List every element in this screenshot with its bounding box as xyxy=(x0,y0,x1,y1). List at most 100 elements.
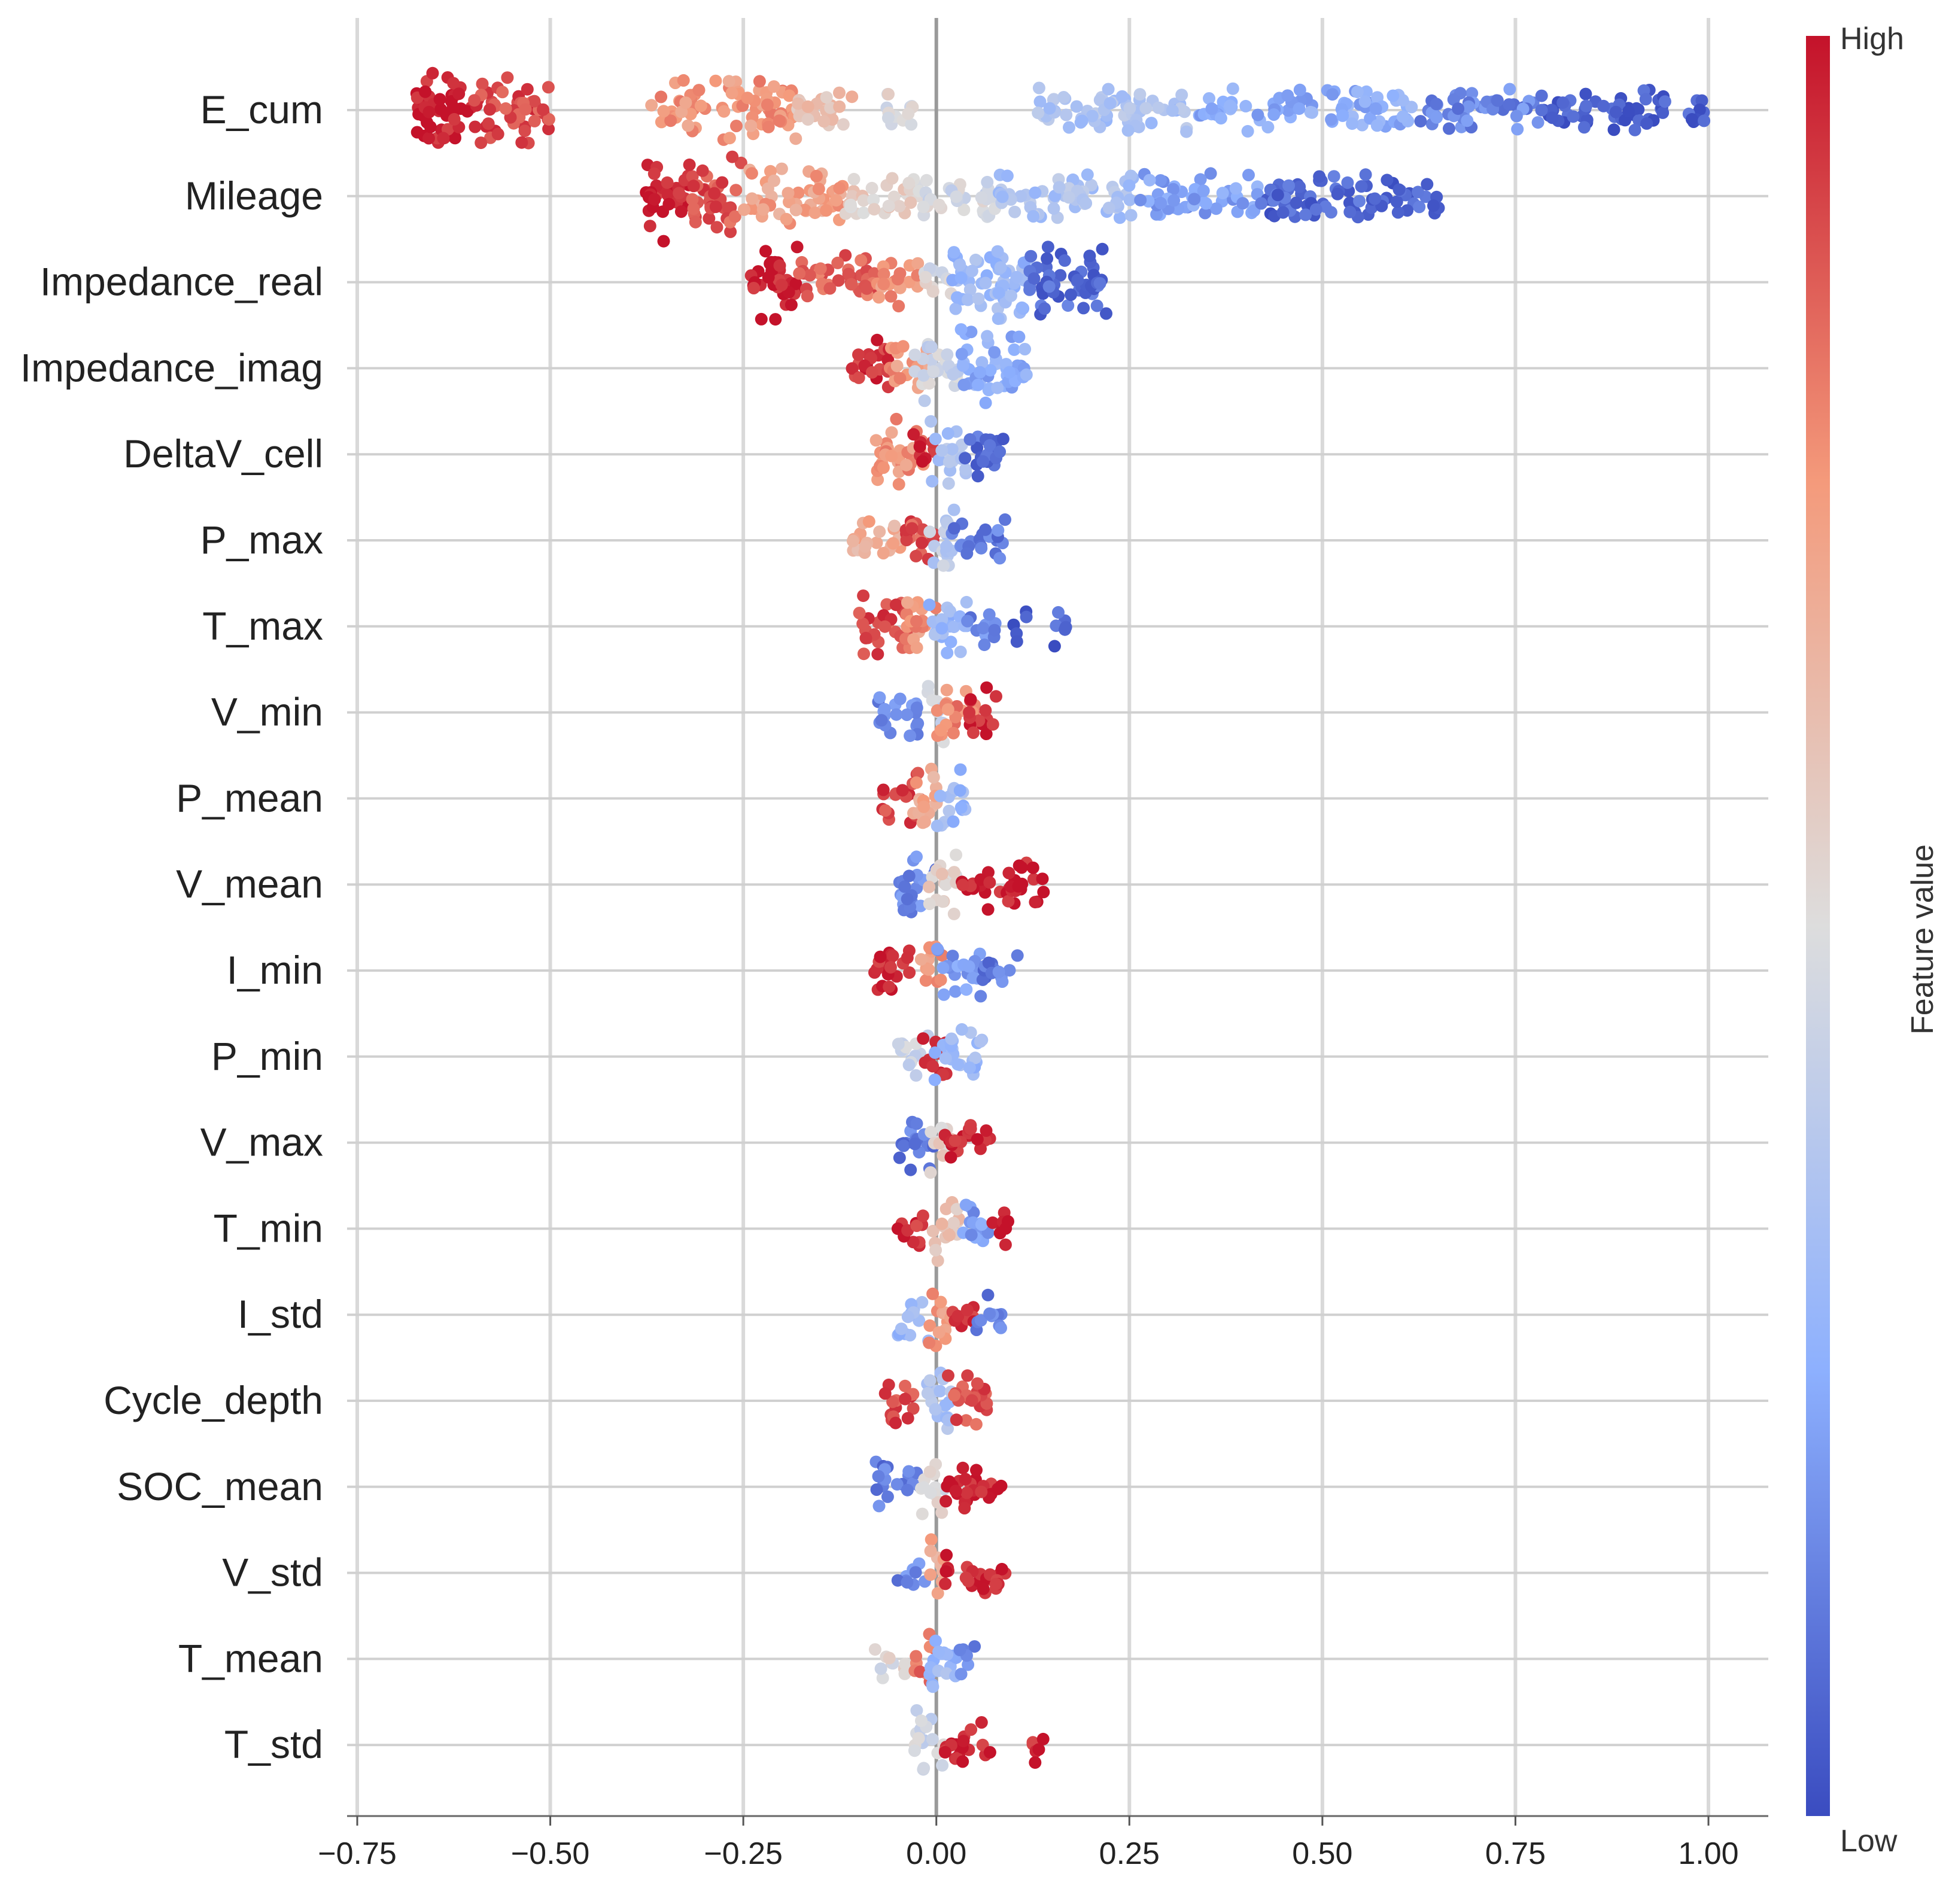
shap-point xyxy=(954,271,968,284)
shap-point xyxy=(947,621,960,634)
shap-point xyxy=(484,103,496,116)
shap-point xyxy=(914,953,928,966)
shap-point xyxy=(975,1716,988,1729)
shap-point xyxy=(959,1473,972,1486)
shap-point xyxy=(869,434,883,447)
shap-point xyxy=(907,1236,920,1249)
shap-point xyxy=(1014,190,1027,203)
shap-point xyxy=(1199,206,1212,220)
dots-layer xyxy=(410,66,1711,1776)
shap-point xyxy=(468,94,481,107)
shap-point xyxy=(892,477,905,491)
shap-point xyxy=(942,804,956,817)
shap-point xyxy=(926,694,939,707)
shap-point xyxy=(1430,111,1443,124)
shap-point xyxy=(1008,205,1021,218)
shap-point xyxy=(1412,185,1425,199)
shap-point xyxy=(726,150,739,163)
shap-point xyxy=(963,1062,976,1074)
shap-point xyxy=(782,187,795,200)
shap-point xyxy=(922,680,935,693)
shap-point xyxy=(419,85,432,98)
colorbar xyxy=(1806,36,1830,1816)
shap-point xyxy=(945,443,959,456)
shap-point xyxy=(798,203,811,217)
shap-point xyxy=(1002,895,1015,908)
shap-point xyxy=(865,181,878,194)
shap-point xyxy=(875,714,888,727)
shap-point xyxy=(935,613,948,626)
shap-point xyxy=(1029,896,1042,909)
shap-point xyxy=(935,444,948,457)
shap-point xyxy=(954,801,968,814)
shap-point xyxy=(876,1671,889,1684)
shap-point xyxy=(1535,104,1548,117)
shap-point xyxy=(1197,184,1210,197)
shap-point xyxy=(926,1680,939,1693)
shap-point xyxy=(911,717,925,730)
shap-point xyxy=(1392,183,1406,196)
shap-point xyxy=(919,974,932,987)
shap-point xyxy=(977,455,990,468)
shap-point xyxy=(904,196,917,209)
shap-point xyxy=(919,270,932,284)
shap-point xyxy=(1209,202,1223,215)
shap-point xyxy=(939,1052,952,1065)
shap-point xyxy=(515,136,528,149)
shap-point xyxy=(928,1073,941,1087)
shap-point xyxy=(1369,102,1382,115)
shap-point xyxy=(1154,196,1167,209)
shap-point xyxy=(728,210,741,223)
shap-point xyxy=(1331,187,1344,200)
shap-point xyxy=(1628,123,1641,136)
shap-point xyxy=(960,1486,974,1500)
shap-point xyxy=(709,200,722,214)
shap-point xyxy=(846,534,859,548)
shap-point xyxy=(871,473,884,486)
shap-point xyxy=(901,893,914,905)
shap-point xyxy=(874,950,887,963)
shap-point xyxy=(992,286,1005,299)
shap-point xyxy=(1281,89,1294,102)
shap-point xyxy=(759,245,772,258)
shap-point xyxy=(910,776,923,789)
shap-point xyxy=(1018,343,1032,355)
shap-point xyxy=(789,277,802,290)
shap-point xyxy=(1421,178,1434,191)
shap-point xyxy=(897,1139,910,1152)
shap-point xyxy=(927,556,940,569)
shap-point xyxy=(1015,861,1028,874)
shap-point xyxy=(518,124,531,138)
shap-point xyxy=(907,428,920,441)
shap-point xyxy=(1239,99,1252,112)
shap-point xyxy=(1381,174,1394,187)
shap-point xyxy=(974,1314,987,1327)
shap-point xyxy=(926,1733,939,1746)
shap-point xyxy=(877,461,890,474)
feature-label: V_std xyxy=(222,1550,323,1595)
shap-point xyxy=(1011,949,1024,962)
shap-point xyxy=(910,1219,923,1232)
shap-point xyxy=(972,292,985,305)
shap-point xyxy=(949,1485,962,1498)
shap-point xyxy=(1462,100,1475,113)
shap-point xyxy=(980,681,993,694)
shap-point xyxy=(717,105,731,118)
shap-point xyxy=(954,323,968,336)
shap-point xyxy=(679,96,692,110)
shap-point xyxy=(1062,191,1075,204)
shap-point xyxy=(967,1206,980,1219)
shap-point xyxy=(954,645,967,658)
shap-point xyxy=(878,1387,892,1400)
shap-point xyxy=(893,692,907,705)
shap-point xyxy=(870,1483,883,1496)
shap-point xyxy=(1510,110,1523,123)
shap-point xyxy=(992,312,1005,326)
shap-point xyxy=(947,368,960,381)
shap-point xyxy=(1047,202,1060,215)
shap-point xyxy=(918,816,931,828)
shap-point xyxy=(879,804,892,817)
shap-point xyxy=(858,647,870,661)
shap-point xyxy=(1145,117,1158,130)
shap-point xyxy=(716,176,729,189)
